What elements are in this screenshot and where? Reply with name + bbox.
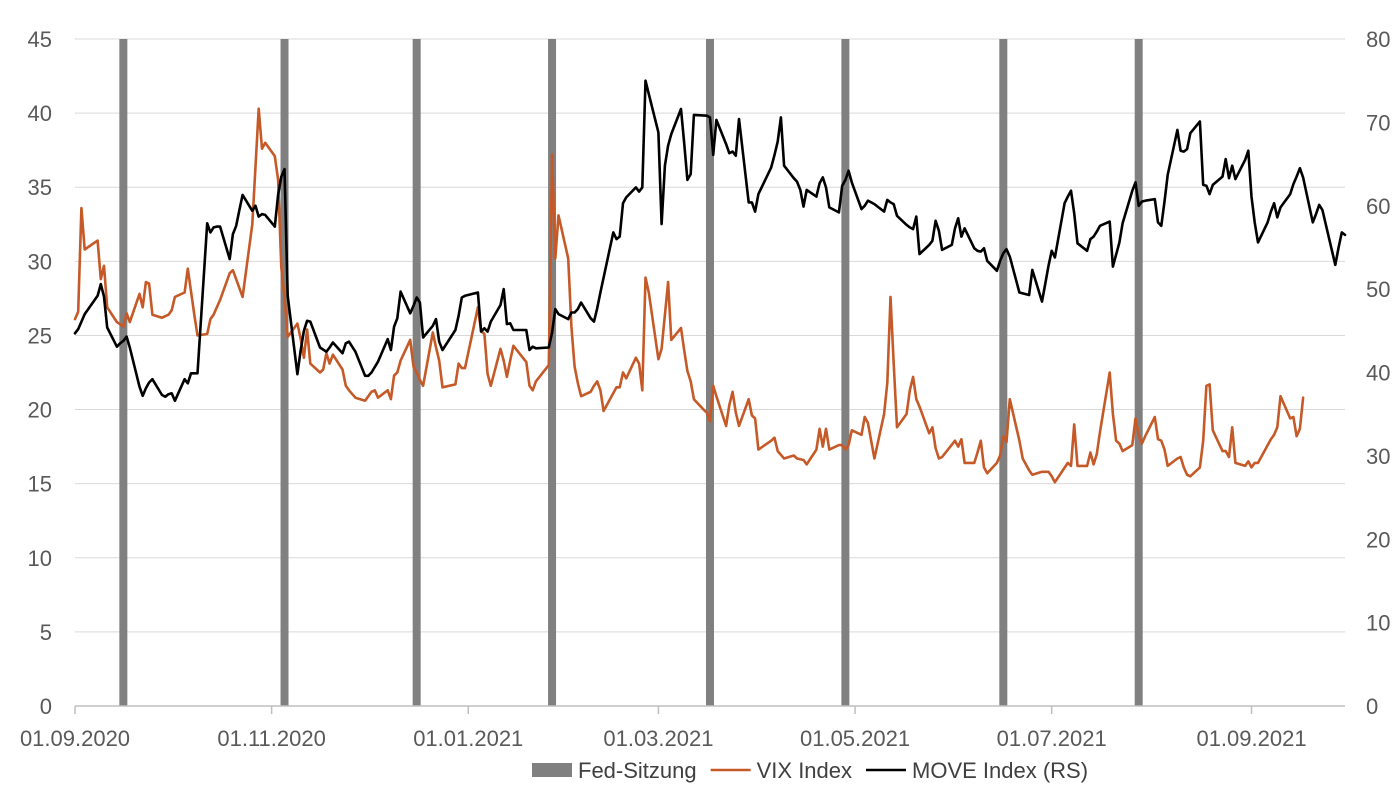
y-left-tick-label: 25: [28, 323, 52, 348]
fed-meeting-bar: [280, 39, 289, 706]
fed-meeting-bars: [119, 39, 1143, 706]
y-right-tick-label: 20: [1366, 527, 1390, 552]
legend-label-fed: Fed-Sitzung: [578, 758, 697, 783]
y-left-tick-label: 5: [40, 620, 52, 645]
y-left-tick-label: 30: [28, 249, 52, 274]
legend-item-fed: Fed-Sitzung: [532, 758, 697, 783]
y-right-tick-label: 60: [1366, 194, 1390, 219]
y-right-tick-label: 10: [1366, 611, 1390, 636]
legend: Fed-Sitzung VIX Index MOVE Index (RS): [532, 758, 1088, 783]
y-left-tick-label: 35: [28, 175, 52, 200]
x-tick-label: 01.05.2021: [800, 726, 910, 751]
move-series-line: [73, 79, 1347, 403]
y-left-tick-label: 0: [40, 694, 52, 719]
x-tick-label: 01.03.2021: [603, 726, 713, 751]
y-right-tick-label: 40: [1366, 361, 1390, 386]
x-tick-label: 01.09.2020: [20, 726, 130, 751]
fed-meeting-bar: [1134, 39, 1143, 706]
x-tick-label: 01.11.2020: [217, 726, 325, 751]
y-left-tick-label: 20: [28, 398, 52, 423]
y-right-tick-label: 30: [1366, 444, 1390, 469]
y-right-tick-label: 70: [1366, 110, 1390, 135]
legend-item-vix: VIX Index: [710, 758, 852, 783]
y-left-tick-label: 15: [28, 472, 52, 497]
legend-item-move: MOVE Index (RS): [866, 758, 1088, 783]
fed-meeting-bar: [706, 39, 714, 706]
y-right-tick-label: 0: [1366, 694, 1378, 719]
fed-meeting-bar: [999, 39, 1008, 706]
fed-meeting-bar: [841, 39, 850, 706]
x-tick-label: 01.09.2021: [1196, 726, 1306, 751]
y-right-tick-label: 50: [1366, 277, 1390, 302]
x-tick-label: 01.01.2021: [413, 726, 523, 751]
series-lines: [73, 79, 1347, 484]
y-right-tick-label: 80: [1366, 27, 1390, 52]
vix-series-line: [73, 107, 1305, 484]
y-left-tick-label: 40: [28, 101, 52, 126]
fed-meeting-bar: [548, 39, 557, 706]
legend-label-vix: VIX Index: [757, 758, 852, 783]
legend-label-move: MOVE Index (RS): [912, 758, 1088, 783]
axes: 0 5 10 15 20 25 30 35 40 45 0 10 20 30 40 50 60 70 80 01.09…: [20, 27, 1391, 751]
legend-swatch-fed: [532, 763, 572, 777]
fed-meeting-bar: [119, 39, 128, 706]
x-tick-label: 01.07.2021: [997, 726, 1107, 751]
y-left-tick-label: 10: [28, 546, 52, 571]
y-left-tick-label: 45: [28, 27, 52, 52]
